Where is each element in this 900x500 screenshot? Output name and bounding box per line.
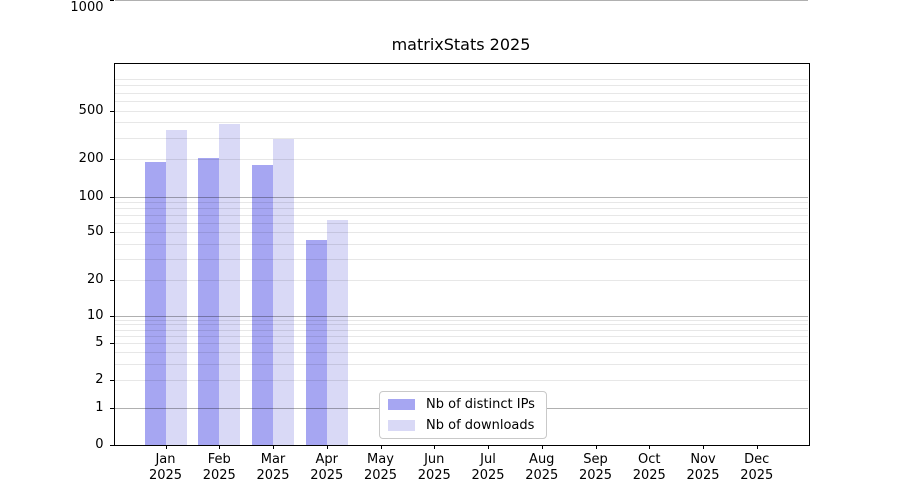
x-tick-label: Jul 2025 xyxy=(471,452,505,483)
major-gridline xyxy=(114,316,808,317)
legend-item-downloads: Nb of downloads xyxy=(380,417,546,435)
minor-gridline xyxy=(114,138,808,139)
x-tick-label: Jan 2025 xyxy=(148,452,183,483)
y-tick-label: 200 xyxy=(78,151,104,167)
minor-gridline xyxy=(114,215,808,216)
y-tick-mark xyxy=(109,315,114,317)
legend-swatch-distinct-ips xyxy=(388,399,415,410)
x-tick-label: Jun 2025 xyxy=(417,452,451,483)
x-tick-label: Dec 2025 xyxy=(740,452,774,483)
minor-gridline xyxy=(114,159,808,160)
minor-gridline xyxy=(114,244,808,245)
minor-gridline xyxy=(114,223,808,224)
x-tick-mark xyxy=(219,445,221,449)
x-tick-mark xyxy=(488,445,489,449)
y-tick-label: 0 xyxy=(95,437,104,452)
minor-gridline xyxy=(114,122,808,123)
bar-nb-of-downloads-mar xyxy=(273,138,294,445)
x-tick-label: Sep 2025 xyxy=(578,452,613,483)
minor-gridline xyxy=(114,364,808,365)
y-tick-mark xyxy=(109,445,114,446)
bar-nb-of-downloads-feb xyxy=(219,124,241,445)
chart-title: matrixStats 2025 xyxy=(391,35,531,54)
x-tick-mark xyxy=(649,445,651,449)
x-tick-mark xyxy=(380,445,382,449)
y-tick-label: 500 xyxy=(78,102,104,118)
x-tick-label: Mar 2025 xyxy=(256,452,290,483)
minor-gridline xyxy=(114,111,808,112)
minor-gridline xyxy=(114,352,808,353)
minor-gridline xyxy=(114,320,808,321)
legend: Nb of distinct IPs Nb of downloads xyxy=(379,391,547,439)
x-tick-mark xyxy=(326,445,328,449)
major-gridline xyxy=(114,197,808,198)
y-tick-label: 20 xyxy=(86,271,104,287)
minor-gridline xyxy=(114,324,808,325)
minor-gridline xyxy=(114,85,808,86)
bar-nb-of-distinct-ips-mar xyxy=(252,165,273,445)
y-tick-label: 10 xyxy=(86,307,104,323)
minor-gridline xyxy=(114,202,808,203)
legend-label-distinct-ips: Nb of distinct IPs xyxy=(426,396,535,412)
y-tick-label: 5 xyxy=(95,335,104,351)
legend-swatch-downloads xyxy=(388,420,415,431)
y-tick-mark xyxy=(109,0,114,1)
y-tick-label: 1 xyxy=(95,399,104,415)
x-tick-label: Nov 2025 xyxy=(686,452,720,483)
minor-gridline xyxy=(114,208,808,209)
y-tick-mark xyxy=(109,110,114,112)
minor-gridline xyxy=(114,232,808,233)
y-tick-mark xyxy=(109,196,114,198)
x-tick-label: Aug 2025 xyxy=(525,452,559,483)
y-tick-mark xyxy=(109,343,114,345)
legend-item-distinct-ips: Nb of distinct IPs xyxy=(380,396,546,414)
x-tick-mark xyxy=(434,445,436,449)
bar-nb-of-downloads-apr xyxy=(326,219,348,445)
minor-gridline xyxy=(114,343,808,344)
legend-label-downloads: Nb of downloads xyxy=(426,417,535,433)
y-tick-label: 2 xyxy=(95,371,104,387)
x-tick-mark xyxy=(703,445,704,449)
minor-gridline xyxy=(114,259,808,260)
y-tick-mark xyxy=(109,407,114,409)
x-tick-mark xyxy=(165,445,167,449)
y-tick-mark xyxy=(109,232,114,234)
minor-gridline xyxy=(114,330,808,331)
x-tick-label: Feb 2025 xyxy=(202,452,236,483)
x-tick-label: Oct 2025 xyxy=(632,452,666,483)
y-tick-label: 50 xyxy=(86,224,104,240)
minor-gridline xyxy=(114,101,808,102)
x-tick-label: Apr 2025 xyxy=(310,452,344,483)
y-tick-label: 1000 xyxy=(70,0,104,15)
minor-gridline xyxy=(114,280,808,281)
x-tick-label: May 2025 xyxy=(363,452,398,483)
bar-nb-of-distinct-ips-jan xyxy=(144,162,166,445)
minor-gridline xyxy=(114,380,808,381)
y-tick-mark xyxy=(109,279,114,281)
major-gridline xyxy=(114,0,808,1)
minor-gridline xyxy=(114,79,808,80)
x-tick-mark xyxy=(756,445,758,449)
minor-gridline xyxy=(114,336,808,337)
bar-nb-of-downloads-jan xyxy=(165,130,187,445)
y-tick-label: 100 xyxy=(78,188,104,204)
bar-nb-of-distinct-ips-apr xyxy=(305,240,327,445)
x-tick-mark xyxy=(273,445,274,449)
x-tick-mark xyxy=(595,445,597,449)
x-tick-mark xyxy=(541,445,543,449)
minor-gridline xyxy=(114,93,808,94)
bar-nb-of-distinct-ips-feb xyxy=(198,158,220,445)
y-tick-mark xyxy=(109,159,114,161)
y-tick-mark xyxy=(109,379,114,381)
